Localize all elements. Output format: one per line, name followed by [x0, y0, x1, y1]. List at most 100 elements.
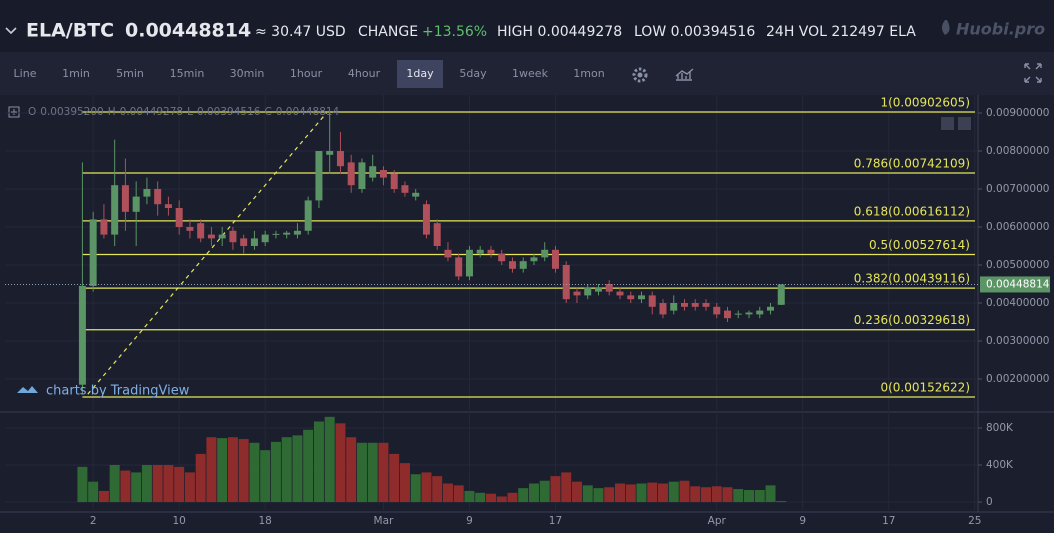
candle-body: [627, 295, 635, 300]
interval-button[interactable]: 15min: [170, 67, 205, 80]
x-tick-label: 9: [466, 515, 473, 527]
legend-item: L: [187, 106, 193, 118]
volume-bar: [88, 481, 99, 503]
candle-body: [207, 234, 215, 239]
watermark-logo: [17, 386, 38, 393]
candle-body: [229, 230, 237, 243]
pair: ELA/BTC: [26, 20, 114, 42]
candle-body: [734, 313, 742, 315]
candle-body: [433, 223, 441, 247]
fib-label: 0(0.00152622): [880, 380, 970, 394]
candle-body: [336, 151, 344, 167]
x-tick-label: 9: [799, 515, 806, 527]
active-interval: [397, 60, 443, 88]
interval-button[interactable]: 1hour: [290, 67, 323, 80]
dropdown-icon[interactable]: [5, 27, 17, 35]
candle-body: [78, 285, 86, 385]
watermark: charts by TradingView: [46, 384, 190, 399]
x-tick-label: 17: [882, 515, 895, 527]
low: LOW 0.00394516: [634, 24, 755, 40]
candle-body: [154, 189, 162, 205]
candle-body: [100, 219, 108, 235]
candle-body: [240, 238, 248, 247]
y-tick-label: 0.00400000: [986, 297, 1049, 309]
x-tick-label: 18: [258, 515, 271, 527]
volume-bar: [335, 423, 346, 503]
interval-button[interactable]: 1min: [62, 67, 90, 80]
volume-bar: [722, 487, 733, 503]
volume-bar: [120, 470, 131, 503]
volume-bar: [410, 474, 421, 503]
interval-button[interactable]: 4hour: [348, 67, 381, 80]
candle-body: [326, 151, 334, 155]
fullscreen-icon[interactable]: [1024, 63, 1042, 83]
interval-button[interactable]: 5day: [459, 67, 487, 80]
fib-label: 0.618(0.00616112): [854, 204, 970, 218]
interval-button[interactable]: 30min: [230, 67, 265, 80]
change: +13.56%: [422, 24, 487, 40]
candle-body: [272, 233, 280, 235]
interval-button[interactable]: 1day: [406, 67, 434, 80]
candle-body: [455, 257, 463, 277]
volume-bar: [217, 438, 228, 503]
scroll-button[interactable]: [941, 117, 954, 130]
volume-bar: [109, 465, 120, 503]
candle-body: [745, 312, 753, 315]
volume-bar: [776, 501, 787, 503]
x-tick-label: 25: [968, 515, 981, 527]
candle-body: [379, 170, 387, 178]
candle-body: [519, 261, 527, 269]
volume-bar: [227, 437, 238, 503]
candle-body: [164, 204, 172, 209]
legend-item: 0.00448814: [276, 106, 340, 118]
volume-bar: [281, 437, 292, 503]
candle-body: [648, 295, 656, 307]
volume-bar: [174, 466, 185, 503]
candle-body: [412, 192, 420, 197]
candle-body: [293, 230, 301, 235]
volume-bar: [98, 490, 109, 503]
volume-bar: [668, 481, 679, 503]
y-tick-label: 0.00200000: [986, 373, 1049, 385]
legend-toggle[interactable]: [8, 106, 20, 118]
volume-bar: [195, 453, 206, 503]
volume-bar: [507, 492, 518, 503]
interval-button[interactable]: 1week: [512, 67, 549, 80]
candle-body: [530, 257, 538, 262]
settings-icon[interactable]: [632, 67, 648, 83]
x-tick-label: 17: [549, 515, 562, 527]
volume-bar: [389, 453, 400, 503]
volume-bar: [593, 488, 604, 503]
candle-body: [637, 295, 645, 300]
y-tick-label: 0.00600000: [986, 221, 1049, 233]
candle-body: [121, 185, 129, 212]
interval-button[interactable]: 1mon: [573, 67, 604, 80]
legend-item: C: [264, 106, 271, 118]
interval-button[interactable]: 5min: [116, 67, 144, 80]
interval-button[interactable]: Line: [14, 67, 37, 80]
volume-bar: [679, 480, 690, 503]
volume-bar: [206, 437, 217, 503]
trendline: [87, 112, 327, 395]
volume-bar: [260, 450, 271, 503]
fib-label: 0.382(0.00439116): [854, 272, 970, 286]
candle-body: [132, 196, 140, 212]
volume-bar: [249, 442, 260, 503]
legend-toggle-plus: [11, 109, 17, 115]
candle-body: [250, 238, 258, 247]
volume-bar: [561, 472, 572, 503]
volume-bar: [303, 429, 314, 503]
high: HIGH 0.00449278: [497, 24, 622, 40]
volume-bar: [765, 485, 776, 503]
indicator-icon[interactable]: [675, 68, 694, 81]
candle-body: [605, 284, 613, 292]
volume-bar: [356, 442, 367, 503]
x-tick-label: 10: [172, 515, 185, 527]
volume: 24H VOL 212497 ELA: [766, 24, 916, 40]
candle-body: [616, 291, 624, 296]
volume-bar: [647, 482, 658, 503]
y-tick-label: 0.00800000: [986, 145, 1049, 157]
candle-body: [347, 162, 355, 186]
candle-body: [766, 306, 774, 311]
scroll-button[interactable]: [958, 117, 971, 130]
